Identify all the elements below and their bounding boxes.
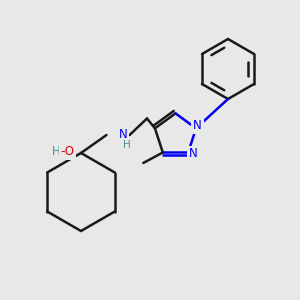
Text: N: N: [118, 128, 127, 142]
Text: -O: -O: [61, 145, 74, 158]
Text: H: H: [123, 140, 130, 151]
Text: N: N: [193, 119, 202, 132]
Text: N: N: [189, 148, 198, 160]
Text: H: H: [51, 145, 60, 158]
